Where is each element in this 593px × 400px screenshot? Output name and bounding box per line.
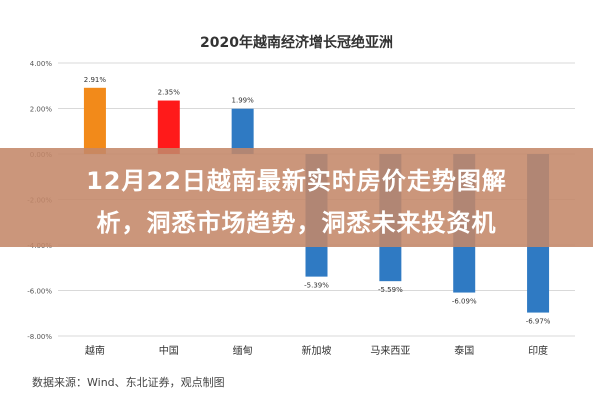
y-tick-label: -8.00% xyxy=(27,333,52,341)
headline-line-1: 12月22日越南最新实时房价走势图解 xyxy=(86,167,507,195)
x-tick-label: 新加坡 xyxy=(302,344,332,357)
bar xyxy=(231,108,254,154)
headline-line-2: 析，洞悉市场趋势，洞悉未来投资机 xyxy=(96,209,497,237)
data-label: -6.97% xyxy=(526,318,551,326)
y-tick-label: -6.00% xyxy=(27,288,52,296)
data-label: -6.09% xyxy=(452,298,477,306)
x-tick-label: 中国 xyxy=(159,344,179,357)
data-label: 2.91% xyxy=(84,76,107,84)
chart-title: 2020年越南经济增长冠绝亚洲 xyxy=(200,35,393,51)
data-label: -5.59% xyxy=(378,286,403,294)
data-label: 1.99% xyxy=(232,97,255,105)
data-source-note: 数据来源：Wind、东北证券，观点制图 xyxy=(32,376,225,389)
y-tick-label: 4.00% xyxy=(30,60,53,68)
x-tick-label: 缅甸 xyxy=(233,344,253,357)
bar xyxy=(83,87,106,154)
bar xyxy=(157,100,180,154)
headline-banner xyxy=(0,148,593,247)
data-label: 2.35% xyxy=(158,89,181,97)
x-tick-label: 泰国 xyxy=(454,344,474,357)
x-tick-label: 越南 xyxy=(85,344,105,357)
x-tick-label: 马来西亚 xyxy=(370,345,410,357)
x-tick-label: 印度 xyxy=(528,344,548,357)
data-label: -5.39% xyxy=(304,282,329,290)
y-tick-label: 2.00% xyxy=(30,106,53,114)
